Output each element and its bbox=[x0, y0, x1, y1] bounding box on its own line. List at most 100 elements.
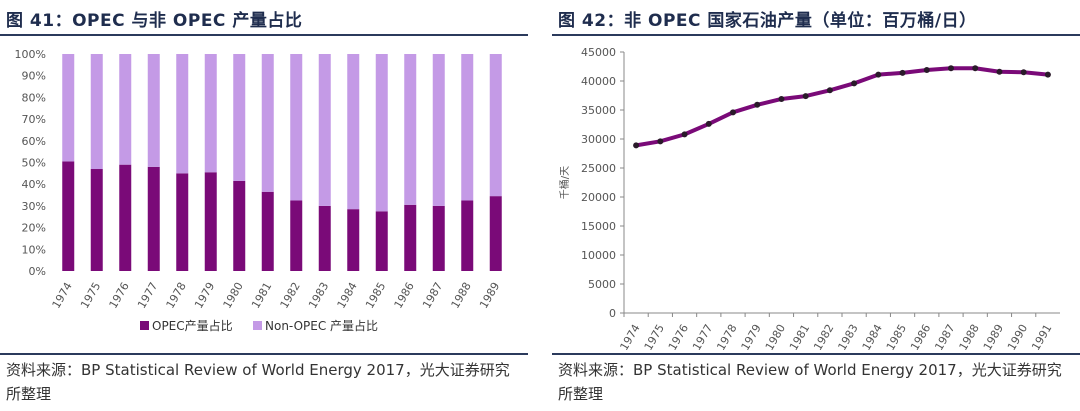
bar-non-opec bbox=[318, 54, 331, 206]
bar-non-opec bbox=[461, 54, 474, 201]
figure-title: 图 42：非 OPEC 国家石油产量（单位：百万桶/日） bbox=[558, 11, 977, 31]
bar-opec bbox=[432, 205, 445, 271]
series-line bbox=[635, 66, 1049, 148]
x-tick-label: 1978 bbox=[164, 280, 189, 311]
x-tick-label: 1976 bbox=[666, 322, 691, 350]
x-tick-label: 1975 bbox=[78, 280, 103, 311]
data-point bbox=[681, 131, 688, 138]
data-point bbox=[730, 109, 736, 116]
bar-opec bbox=[347, 209, 360, 271]
x-tick-label: 1988 bbox=[449, 280, 474, 311]
y-tick-label: 30% bbox=[22, 200, 46, 213]
bar-non-opec bbox=[204, 54, 217, 173]
y-tick-label: 5000 bbox=[588, 278, 616, 291]
opec-share-chart: 0%10%20%30%40%50%60%70%80%90%100%1974 197… bbox=[15, 48, 503, 333]
y-tick-label: 30000 bbox=[581, 133, 616, 146]
bar-opec bbox=[375, 211, 388, 271]
x-tick-label: 1977 bbox=[135, 280, 160, 311]
y-tick-label: 40000 bbox=[581, 75, 616, 88]
x-tick-label: 1979 bbox=[192, 280, 217, 311]
y-tick-label: 25000 bbox=[581, 162, 616, 175]
data-point bbox=[851, 80, 858, 87]
y-tick-label: 50% bbox=[22, 157, 46, 170]
x-tick-label: 1985 bbox=[884, 322, 909, 350]
y-tick-label: 20% bbox=[22, 222, 46, 235]
x-tick-label: 1982 bbox=[811, 322, 836, 350]
data-point bbox=[1020, 69, 1027, 76]
bar-non-opec bbox=[404, 54, 417, 205]
source-note: 资料来源：BP Statistical Review of World Ener… bbox=[6, 361, 510, 403]
data-point bbox=[802, 93, 809, 100]
bar-opec bbox=[62, 161, 75, 271]
data-point bbox=[875, 71, 882, 78]
bar-non-opec bbox=[489, 54, 502, 197]
source-rule bbox=[0, 353, 528, 355]
x-tick-label: 1980 bbox=[221, 280, 246, 311]
bar-non-opec bbox=[119, 54, 132, 165]
bar-opec bbox=[461, 200, 474, 271]
y-tick-label: 10000 bbox=[581, 249, 616, 262]
panel-non-opec-production: 图 42：非 OPEC 国家石油产量（单位：百万桶/日） 0 5000 10000 1… bbox=[552, 0, 1080, 411]
x-tick-label: 1978 bbox=[714, 322, 739, 350]
bar-non-opec bbox=[233, 54, 246, 181]
y-tick-label: 80% bbox=[22, 91, 46, 104]
y-tick-label: 20000 bbox=[581, 191, 616, 204]
x-tick-label: 1986 bbox=[392, 280, 417, 311]
bar-opec bbox=[233, 180, 246, 271]
x-tick-label: 1991 bbox=[1029, 322, 1054, 350]
y-tick-label: 0% bbox=[29, 265, 46, 278]
data-point bbox=[826, 87, 833, 94]
y-tick-label: 60% bbox=[22, 135, 46, 148]
x-tick-label: 1986 bbox=[908, 322, 933, 350]
x-tick-label: 1984 bbox=[335, 280, 360, 311]
x-tick-label: 1983 bbox=[835, 322, 860, 350]
x-tick-label: 1988 bbox=[957, 322, 982, 350]
x-tick-label: 1981 bbox=[249, 280, 274, 311]
panel-opec-share: 图 41：OPEC 与非 OPEC 产量占比 0% 10% 20% 30% 40% 50%… bbox=[0, 0, 528, 411]
legend-label-non-opec: Non-OPEC 产量占比 bbox=[265, 318, 378, 333]
x-tick-label: 1976 bbox=[107, 280, 132, 311]
bar-opec bbox=[119, 164, 132, 271]
x-tick-label: 1975 bbox=[642, 322, 667, 350]
y-tick-label: 45000 bbox=[581, 46, 616, 59]
bar-non-opec bbox=[290, 54, 303, 201]
non-opec-production-chart: 0 5000 10000 15000 20000 25000 30000 35000 40000… bbox=[558, 46, 1060, 350]
y-axis-label: 千桶/天 bbox=[558, 166, 571, 199]
data-point bbox=[972, 65, 979, 72]
data-point bbox=[633, 142, 640, 149]
source-rule bbox=[552, 353, 1080, 355]
x-tick-label: 1980 bbox=[763, 322, 788, 350]
bar-non-opec bbox=[261, 54, 274, 192]
y-tick-label: 40% bbox=[22, 178, 46, 191]
bar-non-opec bbox=[147, 54, 160, 167]
bar-non-opec bbox=[90, 54, 103, 170]
legend-swatch-non-opec bbox=[253, 321, 262, 330]
data-point bbox=[705, 120, 712, 127]
data-point bbox=[996, 68, 1003, 75]
bar-opec bbox=[290, 200, 303, 271]
x-tick-label: 1977 bbox=[690, 322, 715, 350]
x-tick-label: 1989 bbox=[477, 280, 502, 311]
x-tick-label: 1987 bbox=[420, 280, 445, 311]
y-tick-label: 10% bbox=[22, 243, 46, 256]
y-tick-label: 100% bbox=[15, 48, 46, 61]
title-rule bbox=[0, 34, 528, 36]
x-tick-label: 1974 bbox=[50, 280, 75, 311]
y-tick-label: 0 bbox=[609, 307, 616, 320]
data-point bbox=[754, 101, 761, 108]
bar-opec bbox=[147, 166, 160, 271]
x-tick-label: 1985 bbox=[363, 280, 388, 311]
bar-non-opec bbox=[176, 54, 189, 174]
bar-opec bbox=[404, 204, 417, 271]
x-tick-label: 1983 bbox=[306, 280, 331, 311]
data-point bbox=[1044, 71, 1051, 78]
data-point bbox=[923, 66, 930, 73]
legend-label-opec: OPEC产量占比 bbox=[152, 318, 233, 333]
data-point bbox=[899, 69, 906, 76]
bar-opec bbox=[90, 169, 103, 271]
bar-opec bbox=[489, 196, 502, 271]
data-point bbox=[778, 95, 785, 102]
source-note: 资料来源：BP Statistical Review of World Ener… bbox=[558, 361, 1062, 403]
y-tick-label: 70% bbox=[22, 113, 46, 126]
data-point bbox=[657, 138, 664, 145]
